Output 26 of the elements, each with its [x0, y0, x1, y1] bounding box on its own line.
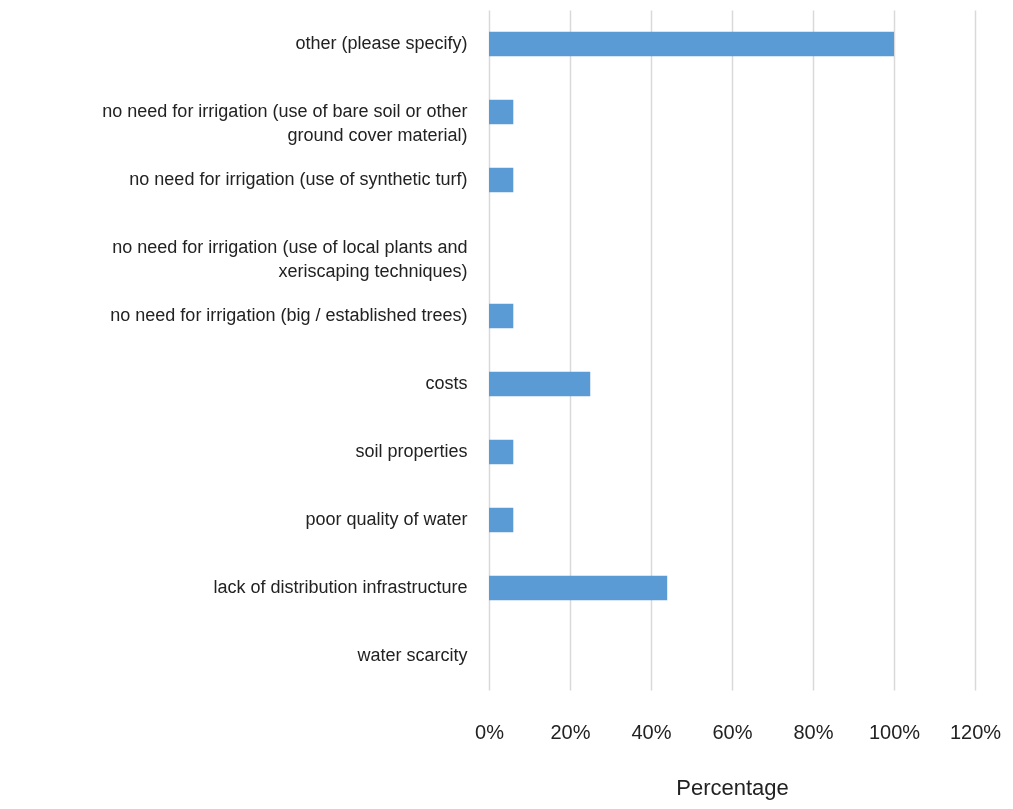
bar [489, 507, 514, 533]
y-tick-label: no need for irrigation (use of local plants and xeriscaping techniques) [112, 237, 468, 281]
bar [489, 303, 514, 329]
bar [489, 439, 514, 465]
y-tick-label: no need for irrigation (use of bare soil or other ground cover material) [102, 101, 468, 145]
x-tick-label: 120% [949, 720, 1002, 743]
y-tick-label: no need for irrigation (use of synthetic turf) [129, 169, 468, 189]
bar [489, 31, 894, 57]
x-tick-label: 20% [550, 720, 591, 743]
bar [489, 371, 591, 397]
y-tick-label: no need for irrigation (big / established trees) [110, 305, 468, 325]
y-tick-label: costs [425, 373, 468, 393]
y-tick-label: poor quality of water [305, 509, 468, 529]
bar [489, 99, 514, 125]
x-tick-label: 80% [793, 720, 834, 743]
y-tick-label: other (please specify) [295, 33, 468, 53]
x-tick-label: 60% [712, 720, 753, 743]
y-tick-label: lack of distribution infrastructure [213, 577, 468, 597]
y-tick-label: water scarcity [356, 645, 468, 665]
y-tick-label: soil properties [355, 441, 468, 461]
x-tick-label: 100% [868, 720, 921, 743]
x-tick-label: 0% [475, 720, 505, 743]
bar [489, 167, 514, 193]
bar [489, 575, 668, 601]
x-axis-title: Percentage [676, 774, 789, 800]
x-tick-label: 40% [631, 720, 672, 743]
